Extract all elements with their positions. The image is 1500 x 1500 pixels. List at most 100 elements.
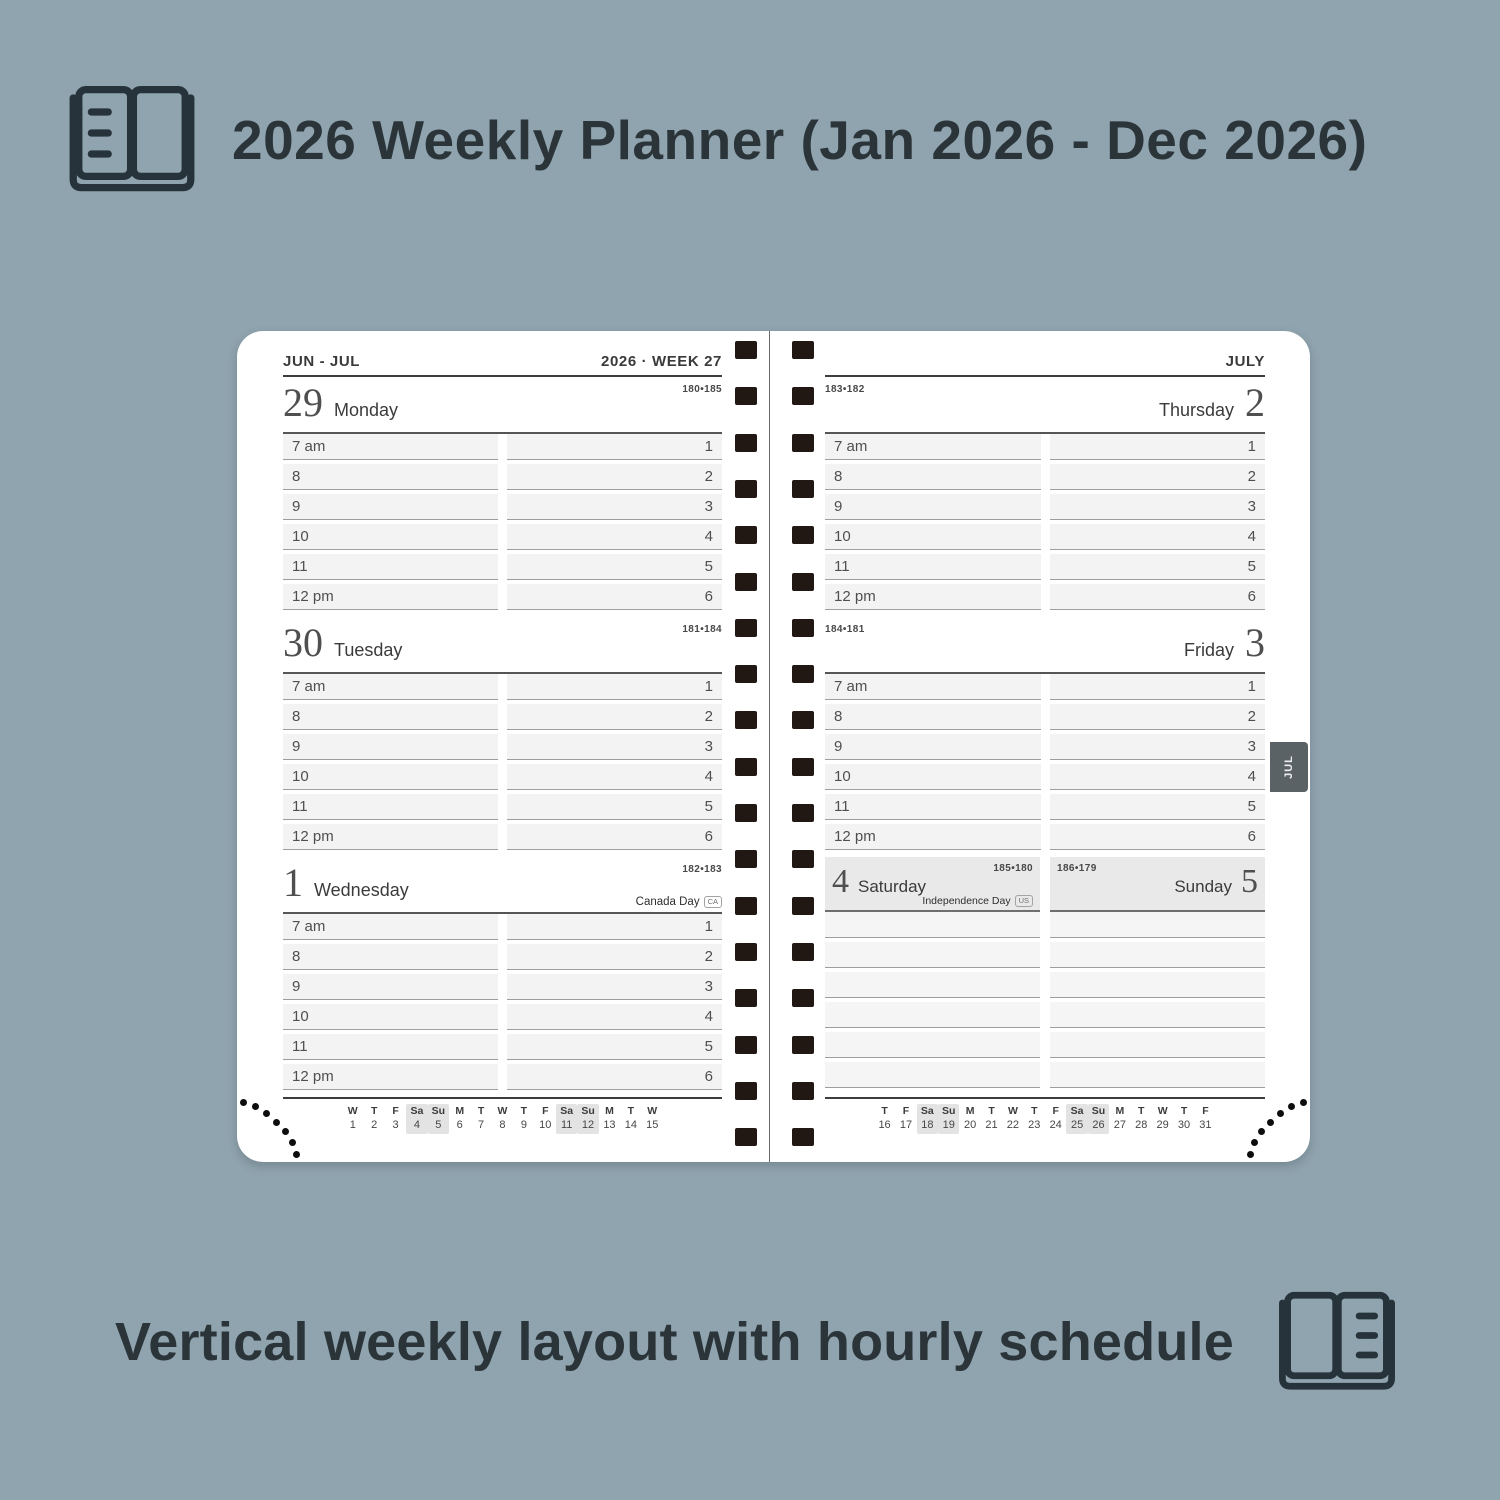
hour-label: 6 — [704, 1068, 713, 1085]
hour-slot: 10 — [283, 764, 498, 790]
mini-calendar-day: Su 12 — [577, 1104, 599, 1134]
mini-calendar-day: W 15 — [642, 1104, 663, 1134]
mini-day-letter: W — [497, 1105, 508, 1117]
hour-label: 6 — [704, 588, 713, 605]
hour-label: 11 — [292, 1038, 308, 1055]
mini-day-letter: Su — [942, 1105, 956, 1117]
mini-day-number: 14 — [624, 1119, 637, 1131]
hour-label: 2 — [1247, 468, 1256, 485]
hour-slot: 9 — [283, 974, 498, 1000]
day-header: 29 Monday 180•185 — [283, 377, 722, 432]
afternoon-column: 1 2 3 4 5 6 — [507, 914, 722, 1094]
hour-label: 7 am — [292, 438, 326, 455]
day-of-year-count: 185•180 — [993, 863, 1033, 874]
mini-calendar-day: T 14 — [620, 1104, 641, 1134]
empty-slot — [1050, 1062, 1265, 1088]
mini-calendar-day: Sa 18 — [916, 1104, 939, 1134]
day-title: 29 Monday — [283, 377, 722, 423]
product-title-bar: 2026 Weekly Planner (Jan 2026 - Dec 2026… — [58, 84, 1367, 196]
mini-day-letter: F — [542, 1105, 549, 1117]
mini-calendar-day: W 22 — [1002, 1104, 1023, 1134]
hour-slot: 5 — [507, 1034, 722, 1060]
day-number: 5 — [1241, 863, 1258, 900]
mini-calendar-day: Su 19 — [938, 1104, 960, 1134]
country-badge: CA — [703, 896, 722, 908]
mini-day-number: 29 — [1156, 1119, 1169, 1131]
day-of-year-count: 180•185 — [682, 384, 722, 395]
empty-slot — [825, 942, 1040, 968]
mini-day-letter: F — [1202, 1105, 1209, 1117]
mini-calendar-day: Sa 4 — [406, 1104, 428, 1134]
hour-slot: 2 — [507, 464, 722, 490]
hour-slot: 4 — [507, 524, 722, 550]
planner-spread: JUN - JUL 2026 · WEEK 27 29 Monday 180•185… — [237, 331, 1310, 1162]
mini-day-letter: Su — [1091, 1105, 1106, 1117]
right-mini-calendar: T 16 F 17 Sa 18 Su 19 M 20 T 21 W 22 T 23 F 24 Sa 25 Su 26 M 27… — [825, 1097, 1265, 1134]
empty-slot — [825, 1062, 1040, 1088]
mini-day-letter: M — [965, 1105, 975, 1117]
mini-day-letter: Sa — [560, 1105, 574, 1117]
hour-slot: 10 — [283, 524, 498, 550]
hour-slot: 7 am — [825, 674, 1041, 700]
hour-label: 1 — [704, 918, 713, 935]
day-name-label: Tuesday — [334, 640, 403, 660]
right-page-header: JULY — [825, 344, 1265, 377]
mini-day-number: 11 — [560, 1119, 573, 1131]
day-section-tuesday: 30 Tuesday 181•184 7 am 8 9 10 11 12 pm 1 2 3 4 5 6 — [283, 617, 722, 857]
mini-day-letter: T — [1180, 1105, 1188, 1117]
hour-slot: 6 — [1049, 584, 1265, 610]
month-range-label: JUN - JUL — [283, 353, 361, 370]
mini-calendar-day: M 27 — [1109, 1104, 1130, 1134]
hour-slot: 2 — [1049, 704, 1265, 730]
hour-label: 6 — [1247, 588, 1256, 605]
weekend-section-sunday: Sunday 5 186•179 — [1050, 857, 1265, 1097]
mini-day-letter: F — [1052, 1105, 1059, 1117]
day-section-wednesday: 1 Wednesday 182•183 Canada Day CA 7 am 8 9 10 11 1… — [283, 857, 722, 1097]
hour-slot: 12 pm — [283, 1064, 498, 1090]
hour-label: 11 — [834, 798, 850, 815]
empty-slot — [825, 912, 1040, 938]
day-title: Thursday 2 — [825, 377, 1265, 423]
hour-grid: 7 am 8 9 10 11 12 pm 1 2 3 4 5 6 — [283, 672, 722, 854]
mini-calendar-table: T 16 F 17 Sa 18 Su 19 M 20 T 21 W 22 T 23 F 24 Sa 25 Su 26 M 27… — [825, 1104, 1265, 1134]
hour-grid: 7 am 8 9 10 11 12 pm 1 2 3 4 5 6 — [825, 672, 1265, 854]
afternoon-column: 1 2 3 4 5 6 — [507, 434, 722, 614]
hour-slot: 2 — [507, 944, 722, 970]
hour-label: 12 pm — [292, 1068, 334, 1085]
empty-slot — [1050, 1002, 1265, 1028]
day-section-thursday: Thursday 2 183•182 7 am 8 9 10 11 12 pm 1 2 3 4 5 6 — [825, 377, 1265, 617]
day-name-label: Wednesday — [314, 880, 409, 900]
hour-slot: 8 — [283, 944, 498, 970]
hour-label: 1 — [1247, 678, 1256, 695]
mini-day-letter: M — [455, 1105, 465, 1117]
mini-day-number: 9 — [520, 1119, 527, 1131]
mini-day-number: 12 — [581, 1119, 595, 1131]
day-header: 1 Wednesday 182•183 Canada Day CA — [283, 857, 722, 912]
hour-slot: 5 — [1049, 554, 1265, 580]
hour-label: 5 — [704, 1038, 713, 1055]
hour-label: 9 — [292, 978, 301, 995]
hour-label: 8 — [292, 468, 301, 485]
afternoon-column: 1 2 3 4 5 6 — [1049, 434, 1265, 614]
day-number: 4 — [832, 863, 849, 900]
mini-calendar-day: F 17 — [895, 1104, 916, 1134]
hour-slot: 4 — [1049, 764, 1265, 790]
mini-day-number: 4 — [413, 1119, 420, 1131]
hour-slot: 7 am — [825, 434, 1041, 460]
hour-label: 7 am — [292, 678, 326, 695]
afternoon-column: 1 2 3 4 5 6 — [1049, 674, 1265, 854]
mini-day-number: 16 — [878, 1119, 891, 1131]
hour-label: 7 am — [834, 438, 868, 455]
morning-column: 7 am 8 9 10 11 12 pm — [283, 434, 498, 614]
mini-day-number: 30 — [1177, 1119, 1191, 1131]
mini-calendar-day: F 31 — [1195, 1104, 1216, 1134]
hour-label: 8 — [834, 468, 843, 485]
mini-day-number: 15 — [646, 1119, 659, 1131]
hour-label: 2 — [704, 948, 713, 965]
hour-label: 6 — [704, 828, 713, 845]
hour-slot: 3 — [507, 734, 722, 760]
hour-label: 1 — [1247, 438, 1256, 455]
hour-label: 6 — [1247, 828, 1256, 845]
